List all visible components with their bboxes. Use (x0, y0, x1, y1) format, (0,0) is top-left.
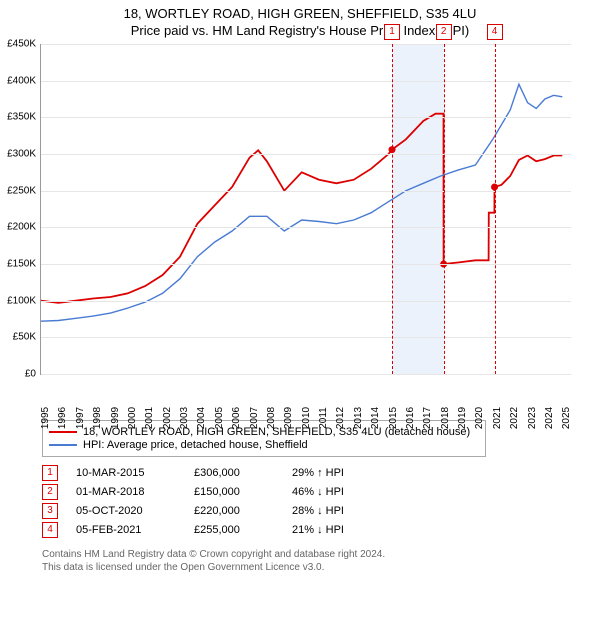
x-tick-label: 2018 (440, 407, 451, 429)
event-marker-line (444, 44, 445, 374)
y-gridline (41, 374, 571, 375)
y-tick-label: £100K (7, 295, 36, 306)
y-tick-label: £250K (7, 185, 36, 196)
x-tick-label: 2006 (231, 407, 242, 429)
y-axis: £0 £50K £100K £150K £200K £250K £300K £350K £400… (0, 44, 40, 414)
x-tick-label: 2023 (527, 407, 538, 429)
x-tick-label: 2019 (457, 407, 468, 429)
y-gridline (41, 227, 571, 228)
y-gridline (41, 337, 571, 338)
chart-area: 124 £0£50K£100K£150K£200K£250K£300K£350K… (40, 44, 600, 414)
x-tick-label: 1995 (40, 407, 51, 429)
transaction-marker: 4 (42, 522, 58, 538)
y-gridline (41, 301, 571, 302)
event-marker-label: 1 (384, 24, 400, 40)
y-tick-label: £450K (7, 39, 36, 50)
event-marker-line (495, 44, 496, 374)
x-tick-label: 2002 (162, 407, 173, 429)
y-gridline (41, 264, 571, 265)
x-tick-label: 2000 (127, 407, 138, 429)
y-tick-label: £350K (7, 112, 36, 123)
transaction-row: 1 10-MAR-2015 £306,000 29% ↑ HPI (42, 465, 600, 481)
x-tick-label: 2021 (492, 407, 503, 429)
transaction-price: £306,000 (194, 467, 274, 479)
x-tick-label: 2005 (214, 407, 225, 429)
x-tick-label: 2012 (335, 407, 346, 429)
x-tick-label: 2022 (509, 407, 520, 429)
transaction-delta: 29% ↑ HPI (292, 467, 392, 479)
chart-subtitle: Price paid vs. HM Land Registry's House … (0, 23, 600, 38)
y-gridline (41, 117, 571, 118)
x-tick-label: 2003 (179, 407, 190, 429)
y-gridline (41, 191, 571, 192)
y-gridline (41, 81, 571, 82)
transaction-date: 01-MAR-2018 (76, 486, 176, 498)
transaction-marker: 1 (42, 465, 58, 481)
plot-region: 124 (40, 44, 571, 375)
transaction-delta: 21% ↓ HPI (292, 524, 392, 536)
transaction-row: 3 05-OCT-2020 £220,000 28% ↓ HPI (42, 503, 600, 519)
footer: Contains HM Land Registry data © Crown c… (42, 548, 600, 574)
x-tick-label: 2020 (474, 407, 485, 429)
transaction-marker: 3 (42, 503, 58, 519)
x-tick-label: 1999 (110, 407, 121, 429)
x-tick-label: 2008 (266, 407, 277, 429)
transaction-row: 2 01-MAR-2018 £150,000 46% ↓ HPI (42, 484, 600, 500)
series-property (41, 114, 562, 303)
transaction-date: 05-OCT-2020 (76, 505, 176, 517)
footer-line2: This data is licensed under the Open Gov… (42, 561, 600, 574)
x-tick-label: 2011 (318, 407, 329, 429)
event-marker-label: 4 (487, 24, 503, 40)
x-tick-label: 2014 (370, 407, 381, 429)
x-tick-label: 1996 (57, 407, 68, 429)
y-tick-label: £200K (7, 222, 36, 233)
x-axis: 1995199619971998199920002001200220032004… (40, 414, 570, 450)
x-tick-label: 2017 (422, 407, 433, 429)
x-tick-label: 2010 (301, 407, 312, 429)
x-tick-label: 2025 (561, 407, 572, 429)
x-tick-label: 2013 (353, 407, 364, 429)
transaction-marker: 2 (42, 484, 58, 500)
x-tick-label: 2007 (249, 407, 260, 429)
x-tick-label: 2004 (196, 407, 207, 429)
x-tick-label: 1998 (92, 407, 103, 429)
footer-line1: Contains HM Land Registry data © Crown c… (42, 548, 600, 561)
x-tick-label: 2009 (283, 407, 294, 429)
x-tick-label: 2024 (544, 407, 555, 429)
y-tick-label: £150K (7, 259, 36, 270)
transaction-date: 05-FEB-2021 (76, 524, 176, 536)
x-tick-label: 2016 (405, 407, 416, 429)
event-marker-line (392, 44, 393, 374)
transaction-date: 10-MAR-2015 (76, 467, 176, 479)
y-tick-label: £400K (7, 75, 36, 86)
x-tick-label: 2015 (388, 407, 399, 429)
line-layer (41, 44, 571, 374)
transaction-delta: 46% ↓ HPI (292, 486, 392, 498)
y-gridline (41, 44, 571, 45)
event-marker-label: 2 (436, 24, 452, 40)
x-tick-label: 1997 (75, 407, 86, 429)
transaction-price: £150,000 (194, 486, 274, 498)
transaction-delta: 28% ↓ HPI (292, 505, 392, 517)
transactions-table: 1 10-MAR-2015 £306,000 29% ↑ HPI 2 01-MAR-201… (42, 465, 600, 538)
transaction-row: 4 05-FEB-2021 £255,000 21% ↓ HPI (42, 522, 600, 538)
transaction-price: £255,000 (194, 524, 274, 536)
y-gridline (41, 154, 571, 155)
x-tick-label: 2001 (144, 407, 155, 429)
chart-title: 18, WORTLEY ROAD, HIGH GREEN, SHEFFIELD,… (0, 6, 600, 21)
y-tick-label: £50K (13, 332, 36, 343)
y-tick-label: £0 (25, 369, 36, 380)
series-hpi (41, 84, 562, 321)
transaction-price: £220,000 (194, 505, 274, 517)
y-tick-label: £300K (7, 149, 36, 160)
